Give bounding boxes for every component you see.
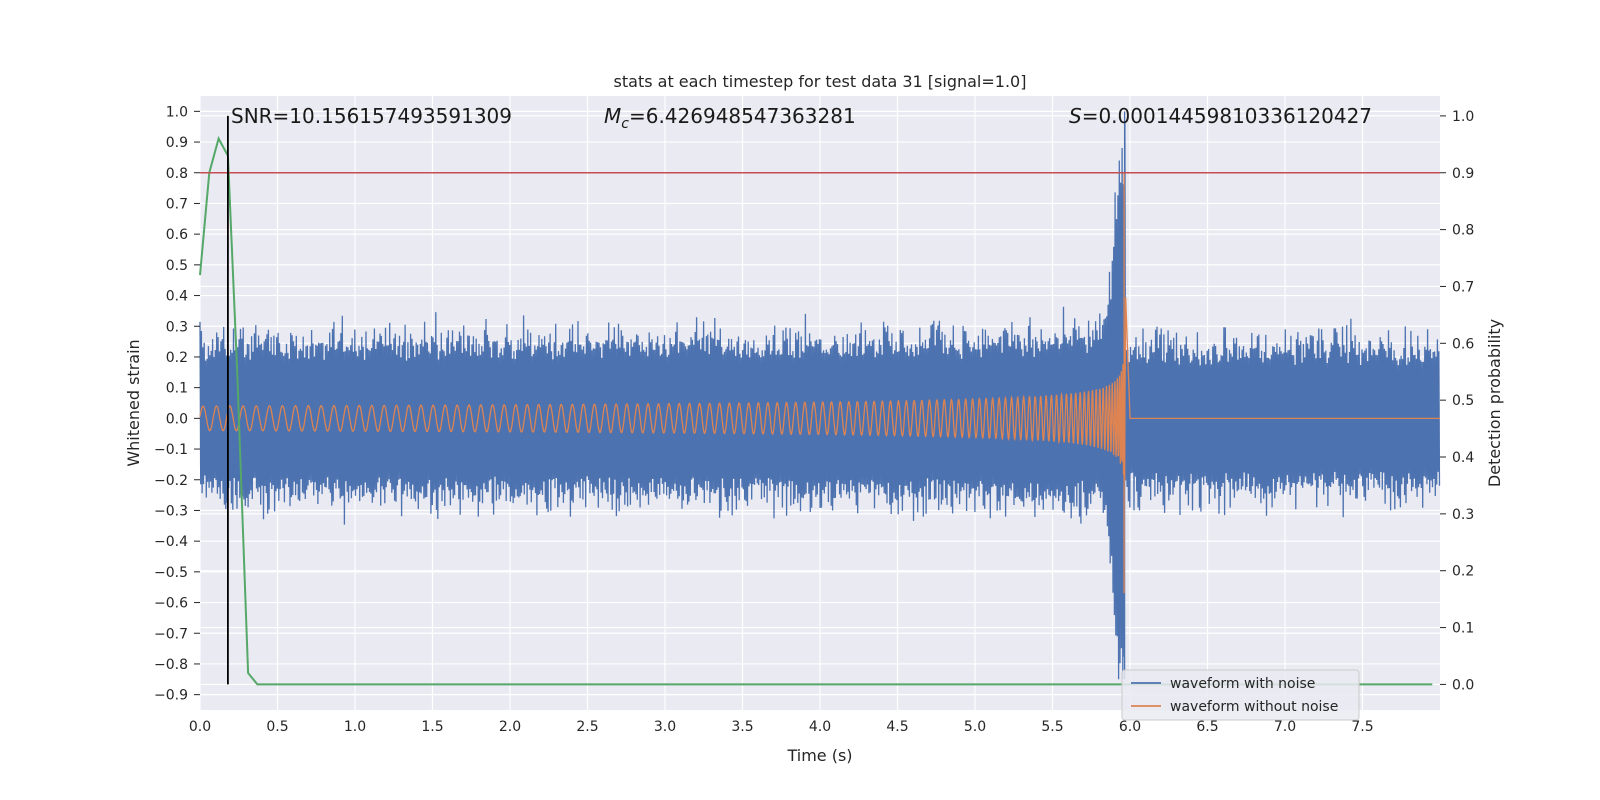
y-left-tick-label: 0.4	[166, 289, 188, 305]
x-tick-label: 4.0	[809, 719, 831, 735]
y-right-tick-label: 0.6	[1452, 336, 1474, 352]
x-axis-label: Time (s)	[786, 746, 852, 765]
legend-label-noise: waveform with noise	[1170, 676, 1315, 692]
y-left-tick-label: −0.8	[154, 657, 188, 673]
x-tick-label: 5.5	[1041, 719, 1063, 735]
y-left-tick-label: 1.0	[166, 104, 188, 120]
y-right-tick-label: 0.4	[1452, 450, 1474, 466]
y-left-tick-label: −0.2	[154, 473, 188, 489]
x-tick-label: 5.0	[964, 719, 986, 735]
s-annotation: S=0.00014459810336120427	[1069, 104, 1372, 128]
x-tick-label: 3.0	[654, 719, 676, 735]
x-tick-label: 0.5	[266, 719, 288, 735]
y-left-tick-label: 0.0	[166, 411, 188, 427]
y-left-tick-label: −0.5	[154, 565, 188, 581]
y-axis-label-left: Whitened strain	[124, 339, 143, 466]
x-tick-label: 1.0	[344, 719, 366, 735]
y-left-tick-label: 0.1	[166, 381, 188, 397]
y-axis-label-right: Detection probability	[1485, 319, 1504, 487]
s-symbol: S	[1069, 104, 1082, 128]
x-tick-label: 6.5	[1196, 719, 1218, 735]
y-right-tick-label: 1.0	[1452, 109, 1474, 125]
x-tick-label: 2.0	[499, 719, 521, 735]
x-tick-label: 3.5	[731, 719, 753, 735]
y-right-tick-label: 0.9	[1452, 166, 1474, 182]
x-tick-label: 2.5	[576, 719, 598, 735]
legend-box	[1121, 669, 1360, 721]
series-detection-probability	[199, 135, 1433, 686]
series-layer	[199, 111, 1441, 686]
y-right-tick-label: 0.2	[1452, 564, 1474, 580]
y-left-tick-label: −0.1	[154, 442, 188, 458]
y-left-tick-label: −0.4	[154, 534, 188, 550]
y-right-tick-label: 0.7	[1452, 279, 1474, 295]
x-tick-label: 1.5	[421, 719, 443, 735]
y-left-tick-label: 0.6	[166, 227, 188, 243]
y-left-tick-label: 0.7	[166, 196, 188, 212]
y-left-tick-label: −0.3	[154, 503, 188, 519]
chirp-mass-subscript: c	[621, 116, 629, 132]
series-waveform-without-noise	[199, 172, 1440, 594]
legend-label-clean: waveform without noise	[1170, 699, 1338, 715]
axes-layer: 0.0 0.5 1.0 1.5 2.0 2.5 3.0 3.5 4.0 4.5 5.0 5.5 6.0 6…	[154, 104, 1474, 735]
y-left-tick-label: −0.9	[154, 688, 188, 704]
chirp-mass-symbol: M	[604, 104, 621, 128]
legend: waveform with noise waveform without noi…	[1121, 669, 1360, 721]
y-right-tick-label: 0.0	[1452, 677, 1474, 693]
y-right-tick-label: 0.3	[1452, 507, 1474, 523]
y-right-tick-label: 0.5	[1452, 393, 1474, 409]
chart-title: stats at each timestep for test data 31 …	[614, 72, 1027, 91]
x-tick-label: 7.0	[1274, 719, 1296, 735]
x-tick-label: 0.0	[189, 719, 211, 735]
y-left-tick-label: 0.9	[166, 135, 188, 151]
y-right-tick-label: 0.8	[1452, 223, 1474, 239]
y-left-tick-label: 0.3	[166, 319, 188, 335]
y-left-tick-label: −0.6	[154, 596, 188, 612]
x-tick-label: 4.5	[886, 719, 908, 735]
y-left-tick-label: 0.8	[166, 166, 188, 182]
y-left-tick-label: 0.2	[166, 350, 188, 366]
y-right-tick-label: 0.1	[1452, 621, 1474, 637]
x-tick-label: 7.5	[1351, 719, 1373, 735]
chirp-mass-value: =6.426948547363281	[629, 104, 856, 128]
s-value: =0.00014459810336120427	[1082, 104, 1372, 128]
snr-annotation: SNR=10.156157493591309	[231, 104, 512, 128]
x-tick-label: 6.0	[1119, 719, 1141, 735]
chirp-mass-annotation: Mc=6.426948547363281	[604, 104, 856, 132]
y-left-tick-label: −0.7	[154, 626, 188, 642]
y-left-tick-label: 0.5	[166, 258, 188, 274]
